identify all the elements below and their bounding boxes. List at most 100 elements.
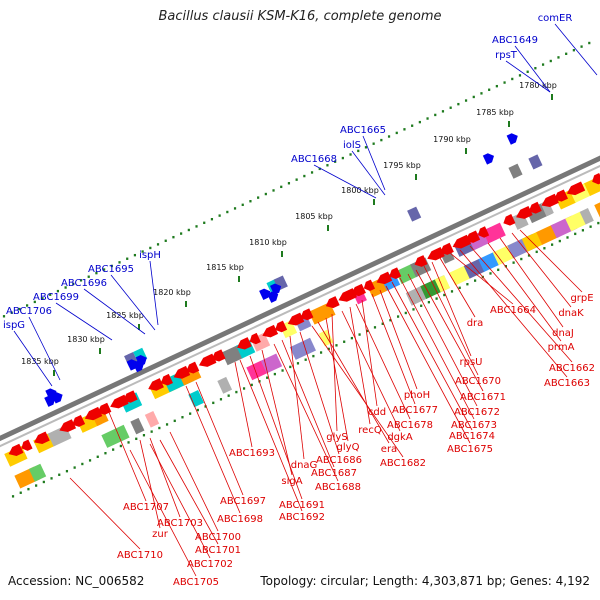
forward-gene-label: comER xyxy=(538,13,573,24)
reverse-label-leader xyxy=(519,229,583,293)
outer-tick-dot xyxy=(180,232,183,235)
inner-tick-dot xyxy=(173,419,176,423)
inner-tick-dot xyxy=(443,293,446,297)
reverse-label-leader xyxy=(449,252,514,305)
reverse-label-leader xyxy=(415,269,484,392)
outer-tick-dot xyxy=(280,185,283,189)
reverse-label-leader xyxy=(273,343,339,482)
inner-tick-dot xyxy=(373,326,377,329)
inner-tick-dot xyxy=(366,329,369,333)
reverse-label-leader xyxy=(129,449,197,577)
inner-tick-dot xyxy=(343,340,346,343)
outer-tick-dot xyxy=(403,128,406,131)
outer-tick-dot xyxy=(118,261,121,264)
outer-tick-dot xyxy=(572,49,575,52)
feature-block xyxy=(565,211,587,232)
reverse-gene-arrow xyxy=(97,402,112,415)
forward-label-leader xyxy=(351,150,386,196)
kbp-tick-label: 1810 kbp xyxy=(249,238,287,247)
reverse-gene-arrow xyxy=(122,390,138,403)
topology-text: Topology: circular; Length: 4,303,871 bp… xyxy=(260,574,590,588)
outer-tick-dot xyxy=(495,84,498,88)
kbp-tick-label: 1815 kbp xyxy=(206,263,244,272)
outer-tick-dot xyxy=(588,41,591,45)
reverse-gene-label: grpE xyxy=(570,293,593,304)
kbp-tick-label: 1790 kbp xyxy=(433,135,471,144)
reverse-gene-label: glyS xyxy=(326,432,347,443)
reverse-gene-arrow xyxy=(528,201,542,214)
inner-tick-dot xyxy=(250,383,253,387)
inner-tick-dot xyxy=(520,257,523,261)
inner-tick-dot xyxy=(473,279,477,282)
reverse-gene-arrow xyxy=(592,173,600,185)
inner-tick-dot xyxy=(88,459,92,462)
outer-tick-dot xyxy=(334,160,337,163)
outer-tick-dot xyxy=(133,253,137,257)
reverse-gene-label: cdd xyxy=(368,407,386,418)
inner-tick-dot xyxy=(35,484,38,487)
forward-gene-label: ABC1706 xyxy=(6,306,52,317)
inner-tick-dot xyxy=(196,408,199,412)
outer-tick-dot xyxy=(210,217,214,221)
outer-tick-dot xyxy=(326,164,329,167)
reverse-gene-arrow xyxy=(84,406,103,421)
forward-gene-label: ABC1649 xyxy=(492,35,538,46)
inner-tick-dot xyxy=(304,358,307,361)
feature-block xyxy=(101,424,130,448)
inner-tick-dot xyxy=(381,322,384,325)
inner-tick-dot xyxy=(489,272,492,275)
inner-tick-dot xyxy=(73,466,76,469)
reverse-gene-label: ABC1710 xyxy=(117,550,163,561)
inner-tick-dot xyxy=(350,336,353,340)
feature-block xyxy=(434,275,451,293)
reverse-gene-label: ABC1687 xyxy=(311,468,357,479)
inner-tick-dot xyxy=(96,455,99,458)
reverse-gene-label: dnaJ xyxy=(552,328,574,339)
inner-tick-dot xyxy=(551,243,554,246)
reverse-gene-arrow xyxy=(275,320,288,333)
reverse-label-leader xyxy=(317,321,390,444)
reverse-gene-label: ABC1698 xyxy=(217,514,263,525)
reverse-gene-arrow xyxy=(21,439,33,451)
forward-gene-arrow xyxy=(259,288,271,300)
reverse-label-leader xyxy=(159,439,219,545)
reverse-gene-label: prmA xyxy=(548,342,575,353)
forward-gene-label: iolS xyxy=(343,140,361,151)
reverse-gene-label: era xyxy=(381,444,397,455)
feature-block xyxy=(308,302,336,325)
reverse-gene-arrow xyxy=(249,332,261,345)
reverse-gene-label: ABC1664 xyxy=(490,305,536,316)
reverse-gene-arrow xyxy=(300,308,314,321)
reverse-gene-arrow xyxy=(110,394,129,409)
reverse-gene-arrow xyxy=(198,353,217,367)
outer-tick-dot xyxy=(357,149,360,153)
reverse-gene-label: ABC1693 xyxy=(229,448,275,459)
inner-tick-dot xyxy=(396,315,400,318)
inner-tick-dot xyxy=(119,444,122,448)
outer-tick-dot xyxy=(87,275,90,278)
inner-tick-dot xyxy=(273,372,276,376)
outer-tick-dot xyxy=(49,293,52,296)
inner-tick-dot xyxy=(227,394,230,397)
reverse-gene-arrow xyxy=(516,206,533,219)
reverse-gene-label: dnaG xyxy=(291,460,318,471)
outer-tick-dot xyxy=(126,257,129,260)
outer-tick-dot xyxy=(64,286,67,289)
inner-tick-dot xyxy=(527,254,531,257)
reverse-gene-label: ABC1688 xyxy=(315,482,361,493)
inner-tick-dot xyxy=(42,480,45,484)
forward-label-leader xyxy=(13,330,53,387)
reverse-gene-arrow xyxy=(8,443,24,457)
kbp-tick-label: 1820 kbp xyxy=(153,288,191,297)
inner-tick-dot xyxy=(242,387,246,390)
feature-block xyxy=(478,252,499,272)
forward-gene-label: ispG xyxy=(3,320,25,331)
reverse-gene-label: ABC1705 xyxy=(173,577,219,588)
outer-tick-dot xyxy=(441,110,445,113)
inner-tick-dot xyxy=(558,239,561,243)
reverse-label-leader xyxy=(281,339,335,468)
inner-tick-dot xyxy=(458,286,461,290)
inner-tick-dot xyxy=(450,290,454,293)
reverse-gene-label: ABC1682 xyxy=(380,458,426,469)
reverse-gene-arrow xyxy=(439,242,454,255)
